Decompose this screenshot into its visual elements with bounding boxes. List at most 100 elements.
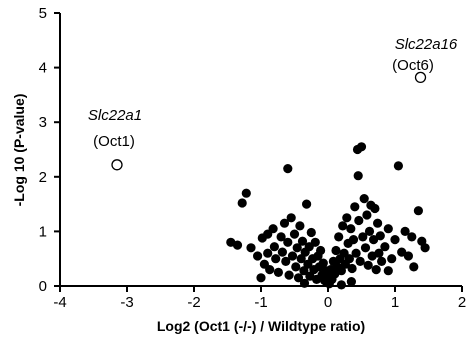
data-point	[403, 251, 413, 261]
x-ticks: -4 -3 -2 -1 0 1 2	[53, 286, 466, 311]
data-point	[241, 188, 251, 198]
data-point	[273, 267, 283, 277]
annotation-slc22a16-protein: (Oct6)	[392, 57, 434, 74]
x-tick-label: 2	[458, 294, 466, 311]
data-point	[246, 243, 256, 253]
y-axis-title: -Log 10 (P-value)	[11, 94, 27, 207]
data-point	[237, 198, 247, 208]
data-point	[342, 213, 352, 223]
data-point	[284, 270, 294, 280]
data-point	[375, 231, 385, 241]
data-point	[286, 213, 296, 223]
data-point	[316, 245, 326, 256]
data-point	[358, 232, 368, 242]
data-point	[297, 236, 308, 246]
data-point	[291, 262, 301, 272]
x-tick-label: 1	[391, 294, 399, 311]
data-point	[400, 226, 410, 236]
highlight-layer	[111, 71, 427, 171]
data-point	[413, 206, 423, 216]
data-point	[377, 256, 387, 266]
x-tick-label: -4	[53, 294, 66, 311]
data-point	[293, 273, 304, 283]
data-point	[347, 263, 357, 274]
data-point	[387, 254, 397, 264]
annotation-slc22a1-gene: Slc22a1	[88, 107, 142, 124]
data-point	[383, 266, 393, 276]
data-point	[348, 235, 359, 245]
data-point	[362, 210, 372, 220]
data-point	[334, 232, 344, 242]
data-point	[283, 164, 293, 174]
x-tick-label: 0	[324, 294, 332, 311]
highlighted-point	[111, 159, 123, 171]
data-point	[420, 243, 430, 253]
data-point	[263, 248, 273, 258]
data-point	[302, 199, 312, 209]
data-point	[409, 262, 419, 272]
x-tick-label: -3	[120, 294, 133, 311]
data-point	[283, 237, 293, 247]
data-point	[271, 254, 281, 264]
data-point	[253, 251, 263, 261]
y-tick-label: 3	[39, 114, 47, 131]
y-tick-label: 1	[39, 223, 47, 240]
data-point	[355, 256, 365, 266]
data-point	[306, 227, 316, 238]
data-point	[277, 247, 287, 257]
y-tick-label: 4	[39, 60, 47, 77]
data-point	[354, 215, 364, 226]
data-point	[295, 221, 305, 231]
data-point	[359, 194, 369, 204]
data-point	[276, 232, 286, 242]
data-point	[383, 224, 393, 234]
x-tick-label: -2	[187, 294, 200, 311]
highlighted-point	[414, 71, 427, 84]
y-ticks: 0 1 2 3 4 5	[39, 5, 60, 295]
data-point	[350, 202, 360, 212]
data-point	[296, 254, 306, 264]
data-point	[318, 258, 328, 268]
data-point	[269, 242, 279, 252]
data-point	[369, 235, 379, 245]
annotation-slc22a1-protein: (Oct1)	[93, 133, 135, 150]
data-point	[346, 277, 356, 287]
data-point	[373, 218, 383, 228]
data-point	[351, 248, 361, 258]
data-point	[363, 260, 373, 270]
data-point	[338, 221, 348, 231]
y-tick-label: 2	[39, 169, 47, 186]
x-tick-label: -1	[254, 294, 267, 311]
data-point	[289, 229, 300, 239]
data-point	[360, 243, 371, 253]
data-point	[279, 218, 290, 228]
data-point	[287, 251, 298, 261]
data-point	[263, 229, 273, 239]
data-point	[393, 161, 403, 171]
y-tick-label: 0	[39, 278, 47, 295]
data-point	[407, 232, 417, 242]
x-axis-title: Log2 (Oct1 (-/-) / Wildtype ratio)	[157, 318, 365, 334]
data-point	[364, 226, 375, 236]
data-point	[390, 235, 400, 245]
data-point	[356, 142, 367, 152]
data-point	[397, 247, 407, 257]
data-point	[380, 242, 390, 252]
data-point	[374, 248, 384, 258]
annotation-slc22a16-gene: Slc22a16	[395, 36, 458, 53]
data-point	[371, 265, 381, 275]
data-point	[346, 224, 356, 234]
data-point	[353, 171, 363, 181]
data-point	[281, 256, 291, 266]
data-point	[232, 240, 243, 250]
data-point	[331, 245, 341, 256]
data-point	[336, 280, 346, 290]
points-layer	[226, 142, 430, 290]
y-tick-label: 5	[39, 5, 47, 22]
data-point	[256, 273, 266, 283]
data-point	[344, 254, 354, 264]
data-point	[265, 265, 275, 275]
data-point	[292, 243, 302, 253]
data-point	[310, 237, 320, 247]
